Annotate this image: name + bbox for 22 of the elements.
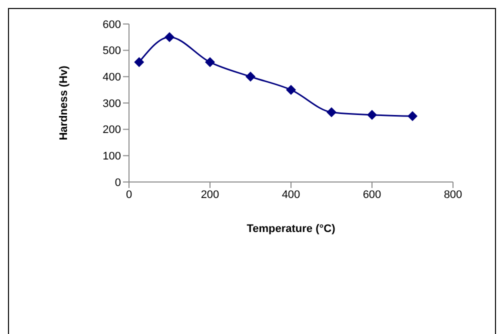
y-tick-label: 200 [102, 124, 121, 136]
y-tick-label: 500 [102, 45, 121, 58]
x-tick-label: 800 [444, 188, 462, 201]
point [367, 110, 377, 120]
point [134, 57, 144, 68]
x-tick-label: 600 [362, 188, 382, 201]
y-axis-title: Hardness (Hv) [58, 65, 70, 140]
x-tick-label: 400 [282, 188, 300, 201]
x-axis-title: Temperature (°C) [246, 223, 336, 235]
point [286, 84, 296, 95]
y-tick-label: 400 [102, 72, 121, 84]
point [408, 111, 418, 122]
y-tick-label: 300 [102, 98, 121, 110]
x-tick-label: 0 [126, 188, 132, 201]
y-tick-label: 100 [102, 150, 121, 163]
point [205, 57, 215, 68]
point [246, 72, 256, 82]
y-tick-label: 600 [102, 18, 121, 31]
point [326, 107, 336, 118]
y-tick-label: 0 [114, 176, 121, 189]
x-tick-label: 200 [200, 188, 220, 201]
point [164, 32, 174, 42]
